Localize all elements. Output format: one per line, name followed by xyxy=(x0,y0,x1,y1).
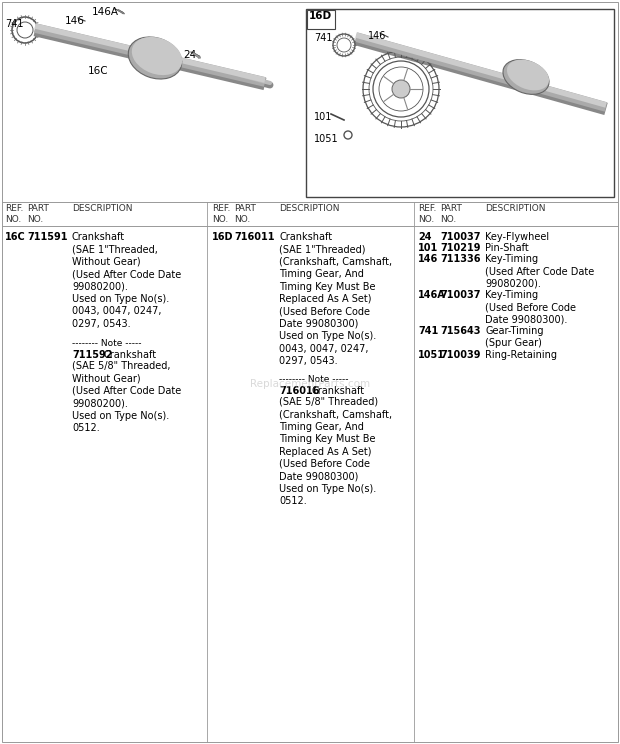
Text: (SAE 5/8" Threaded,
Without Gear)
(Used After Code Date
99080200).
Used on Type : (SAE 5/8" Threaded, Without Gear) (Used … xyxy=(72,361,181,433)
Text: DESCRIPTION: DESCRIPTION xyxy=(485,204,546,213)
Text: 741: 741 xyxy=(314,33,332,43)
Text: 715643: 715643 xyxy=(440,326,480,336)
Text: Pin-Shaft: Pin-Shaft xyxy=(485,243,529,253)
Text: Key-Flywheel: Key-Flywheel xyxy=(485,232,549,242)
Ellipse shape xyxy=(507,60,549,90)
Text: 710039: 710039 xyxy=(440,350,480,360)
Text: 710037: 710037 xyxy=(440,290,480,300)
Bar xyxy=(306,9,614,197)
Text: PART
NO.: PART NO. xyxy=(27,204,49,224)
Text: 711591: 711591 xyxy=(27,232,68,242)
Text: 16C: 16C xyxy=(5,232,26,242)
Text: (SAE 5/8" Threaded)
(Crankshaft, Camshaft,
Timing Gear, And
Timing Key Must Be
R: (SAE 5/8" Threaded) (Crankshaft, Camshaf… xyxy=(279,397,392,506)
Text: 101: 101 xyxy=(314,112,332,122)
Ellipse shape xyxy=(503,60,549,94)
Text: PART
NO.: PART NO. xyxy=(440,204,462,224)
Circle shape xyxy=(392,80,410,98)
Text: Key-Timing
(Used Before Code
Date 99080300).: Key-Timing (Used Before Code Date 990803… xyxy=(485,290,576,325)
Text: 716011: 716011 xyxy=(234,232,275,242)
Text: 101: 101 xyxy=(418,243,438,253)
Text: 146: 146 xyxy=(418,254,438,264)
Text: -------- Note -----: -------- Note ----- xyxy=(279,375,348,384)
Text: 16D: 16D xyxy=(212,232,234,242)
Text: Crankshaft
(SAE 1"Threaded,
Without Gear)
(Used After Code Date
99080200).
Used : Crankshaft (SAE 1"Threaded, Without Gear… xyxy=(72,232,181,329)
Text: 741: 741 xyxy=(5,19,24,29)
Text: DESCRIPTION: DESCRIPTION xyxy=(72,204,133,213)
Text: 24: 24 xyxy=(418,232,432,242)
Text: 711592: 711592 xyxy=(72,350,112,360)
Text: 146A: 146A xyxy=(92,7,119,17)
Text: 1051: 1051 xyxy=(418,350,445,360)
Text: ReplacementParts.com: ReplacementParts.com xyxy=(250,379,370,389)
Text: Key-Timing
(Used After Code Date
99080200).: Key-Timing (Used After Code Date 9908020… xyxy=(485,254,594,289)
Text: REF.
NO.: REF. NO. xyxy=(212,204,231,224)
Text: 741: 741 xyxy=(418,326,438,336)
Text: 24: 24 xyxy=(183,50,197,60)
Text: Ring-Retaining: Ring-Retaining xyxy=(485,350,557,360)
Text: REF.
NO.: REF. NO. xyxy=(5,204,24,224)
Text: 16C: 16C xyxy=(88,66,108,76)
Text: Crankshaft: Crankshaft xyxy=(311,386,364,396)
Text: 710219: 710219 xyxy=(440,243,480,253)
Text: Gear-Timing
(Spur Gear): Gear-Timing (Spur Gear) xyxy=(485,326,544,348)
Text: 16D: 16D xyxy=(309,11,332,21)
Text: 711336: 711336 xyxy=(440,254,480,264)
Bar xyxy=(307,10,335,29)
Text: 1051: 1051 xyxy=(314,134,339,144)
FancyArrow shape xyxy=(118,10,125,14)
Text: 716016: 716016 xyxy=(279,386,319,396)
Ellipse shape xyxy=(128,37,182,79)
Ellipse shape xyxy=(132,37,182,75)
Text: 146: 146 xyxy=(65,16,85,26)
FancyArrow shape xyxy=(192,52,201,58)
Text: DESCRIPTION: DESCRIPTION xyxy=(279,204,340,213)
Text: 146A: 146A xyxy=(418,290,446,300)
Text: 146: 146 xyxy=(368,31,386,41)
Text: 710037: 710037 xyxy=(440,232,480,242)
Text: -------- Note -----: -------- Note ----- xyxy=(72,339,141,348)
Text: Crankshaft
(SAE 1"Threaded)
(Crankshaft, Camshaft,
Timing Gear, And
Timing Key M: Crankshaft (SAE 1"Threaded) (Crankshaft,… xyxy=(279,232,392,366)
Text: PART
NO.: PART NO. xyxy=(234,204,256,224)
Text: Crankshaft: Crankshaft xyxy=(104,350,157,360)
Text: REF.
NO.: REF. NO. xyxy=(418,204,436,224)
